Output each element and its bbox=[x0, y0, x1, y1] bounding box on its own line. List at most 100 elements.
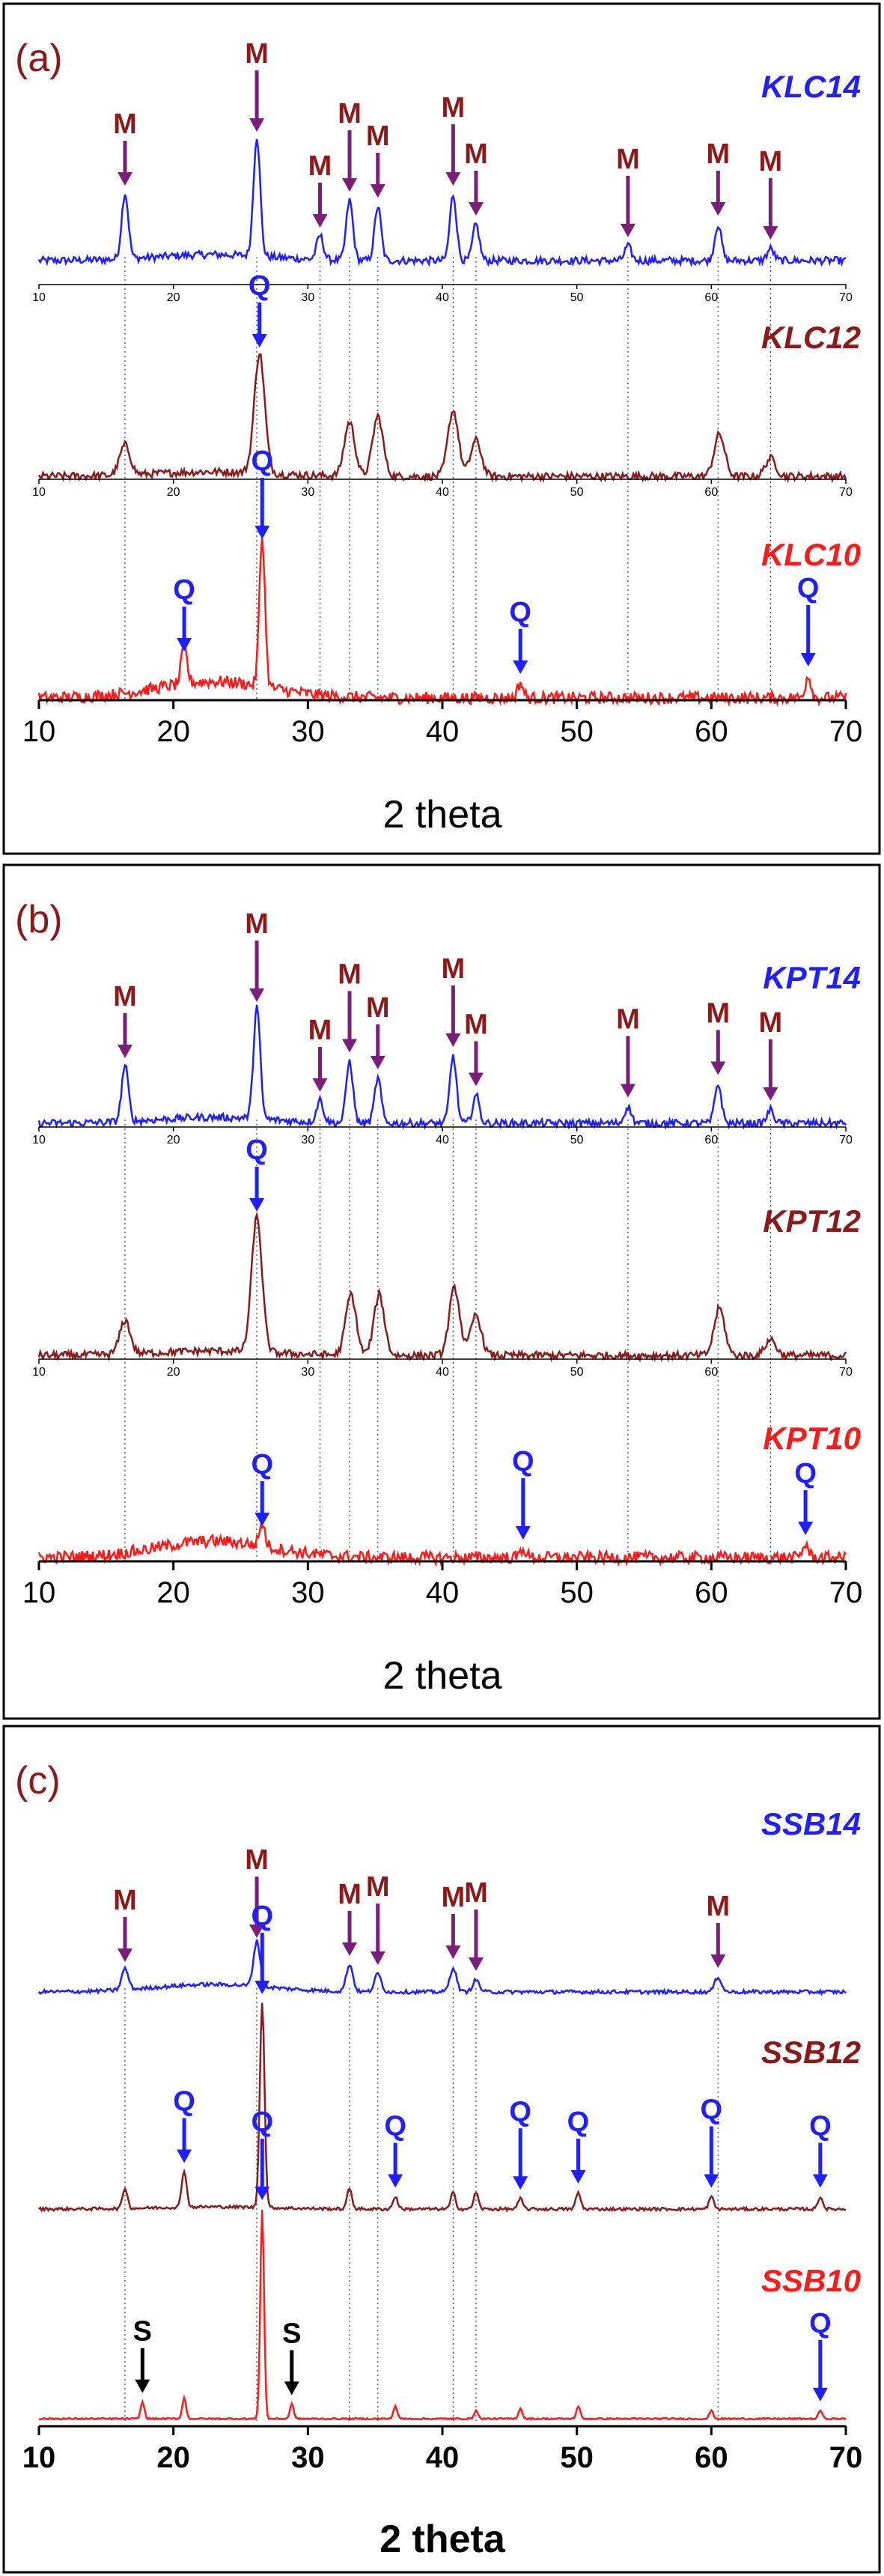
panel-label: (b) bbox=[15, 898, 63, 941]
x-tick-label: 50 bbox=[570, 486, 584, 499]
peak-marker-M: M bbox=[706, 1891, 730, 1922]
peak-marker-M: M bbox=[442, 1882, 466, 1913]
peak-marker-Q: Q bbox=[794, 1458, 817, 1489]
peak-marker-M: M bbox=[759, 1007, 783, 1039]
peak-marker-Q: Q bbox=[512, 1446, 534, 1477]
peak-marker-M: M bbox=[308, 1015, 332, 1046]
spectrum-KLC12 bbox=[37, 353, 847, 484]
spectrum-SSB10 bbox=[38, 2209, 847, 2421]
arrow-head bbox=[515, 1526, 531, 1540]
peak-marker-M: M bbox=[616, 1004, 640, 1036]
x-tick-label: 30 bbox=[301, 486, 314, 499]
peak-marker-M: M bbox=[308, 151, 332, 182]
arrow-head bbox=[254, 1981, 270, 1994]
arrow-head bbox=[704, 2174, 719, 2188]
arrow-head bbox=[800, 653, 816, 666]
peak-marker-M: M bbox=[464, 1009, 488, 1041]
arrow-head bbox=[252, 334, 267, 347]
x-tick-label: 70 bbox=[829, 2441, 863, 2474]
peak-marker-Q: Q bbox=[384, 2111, 406, 2142]
x-tick-label: 10 bbox=[22, 2441, 56, 2474]
arrow-head bbox=[710, 202, 726, 216]
arrow-head bbox=[763, 1087, 778, 1101]
x-axis-label: 2 theta bbox=[382, 793, 502, 836]
arrow-head bbox=[763, 226, 778, 240]
series-label: KPT10 bbox=[763, 1421, 861, 1456]
x-tick-label: 60 bbox=[695, 2441, 728, 2474]
arrow-head bbox=[445, 1945, 461, 1959]
panel-frame bbox=[2, 2, 881, 855]
x-tick-label: 60 bbox=[695, 1576, 728, 1609]
arrow-head bbox=[249, 988, 265, 1002]
series-label: KLC12 bbox=[761, 320, 861, 355]
series-label: SSB12 bbox=[761, 2035, 861, 2070]
peak-marker-M: M bbox=[616, 144, 640, 175]
peak-marker-M: M bbox=[245, 908, 269, 940]
peak-marker-M: M bbox=[706, 139, 730, 170]
x-tick-label: 70 bbox=[839, 1366, 853, 1379]
peak-marker-Q: Q bbox=[251, 1449, 273, 1480]
arrow-head bbox=[513, 2176, 528, 2190]
x-tick-label: 30 bbox=[301, 1366, 314, 1379]
x-tick-label: 50 bbox=[570, 291, 584, 304]
peak-marker-M: M bbox=[366, 1871, 390, 1903]
spectrum-KLC14 bbox=[37, 139, 847, 268]
x-tick-label: 30 bbox=[301, 291, 314, 304]
panel-frame bbox=[2, 863, 881, 1720]
peak-marker-M: M bbox=[464, 1877, 488, 1909]
series-label: KPT14 bbox=[763, 960, 861, 995]
series-label: KPT12 bbox=[763, 1203, 861, 1239]
peak-marker-Q: Q bbox=[809, 2308, 832, 2339]
arrow-head bbox=[370, 1056, 385, 1069]
x-tick-label: 60 bbox=[704, 291, 718, 304]
x-tick-label: 20 bbox=[156, 715, 190, 748]
x-tick-label: 70 bbox=[829, 1576, 863, 1609]
peak-marker-Q: Q bbox=[246, 1134, 268, 1166]
spectrum-KLC10 bbox=[37, 536, 847, 708]
spectrum-SSB12 bbox=[38, 2002, 847, 2213]
panel-label: (a) bbox=[15, 37, 63, 80]
arrow-head bbox=[342, 178, 358, 192]
arrow-head bbox=[513, 660, 528, 674]
arrow-head bbox=[468, 1957, 484, 1971]
x-tick-label: 10 bbox=[32, 1366, 46, 1379]
peak-marker-S: S bbox=[282, 2318, 301, 2349]
peak-marker-Q: Q bbox=[251, 1901, 273, 1932]
arrow-head bbox=[710, 1061, 726, 1075]
arrow-head bbox=[254, 1513, 270, 1526]
peak-marker-M: M bbox=[442, 953, 466, 985]
peak-marker-M: M bbox=[338, 98, 362, 130]
arrow-head bbox=[254, 2187, 270, 2200]
arrow-head bbox=[254, 526, 270, 539]
series-label: SSB10 bbox=[761, 2263, 861, 2298]
x-tick-label: 20 bbox=[156, 1576, 190, 1609]
arrow-head bbox=[370, 1951, 385, 1965]
arrow-head bbox=[312, 214, 328, 228]
panel-frame bbox=[2, 1725, 881, 2574]
x-tick-label: 30 bbox=[291, 1576, 325, 1609]
arrow-head bbox=[284, 2381, 299, 2396]
spectrum-SSB14 bbox=[37, 1939, 847, 1996]
x-tick-label: 40 bbox=[436, 1366, 449, 1379]
peak-marker-M: M bbox=[759, 146, 783, 177]
peak-marker-Q: Q bbox=[249, 270, 271, 302]
peak-marker-M: M bbox=[464, 139, 488, 170]
arrow-head bbox=[620, 223, 635, 237]
arrow-head bbox=[342, 1942, 358, 1956]
arrow-head bbox=[117, 1948, 132, 1962]
x-tick-label: 70 bbox=[839, 486, 853, 499]
series-label: SSB14 bbox=[761, 1806, 861, 1841]
peak-marker-Q: Q bbox=[567, 2106, 590, 2138]
x-tick-label: 40 bbox=[426, 1576, 460, 1609]
peak-marker-M: M bbox=[245, 1844, 269, 1876]
spectrum-KPT10 bbox=[37, 1522, 847, 1567]
x-tick-label: 40 bbox=[426, 2441, 460, 2474]
peak-marker-Q: Q bbox=[701, 2094, 723, 2126]
arrow-head bbox=[812, 2174, 828, 2188]
x-tick-label: 40 bbox=[426, 715, 460, 748]
x-tick-label: 50 bbox=[570, 1366, 584, 1379]
spectrum-KPT12 bbox=[37, 1211, 847, 1363]
arrow-head bbox=[312, 1078, 328, 1092]
arrow-head bbox=[117, 1045, 132, 1058]
